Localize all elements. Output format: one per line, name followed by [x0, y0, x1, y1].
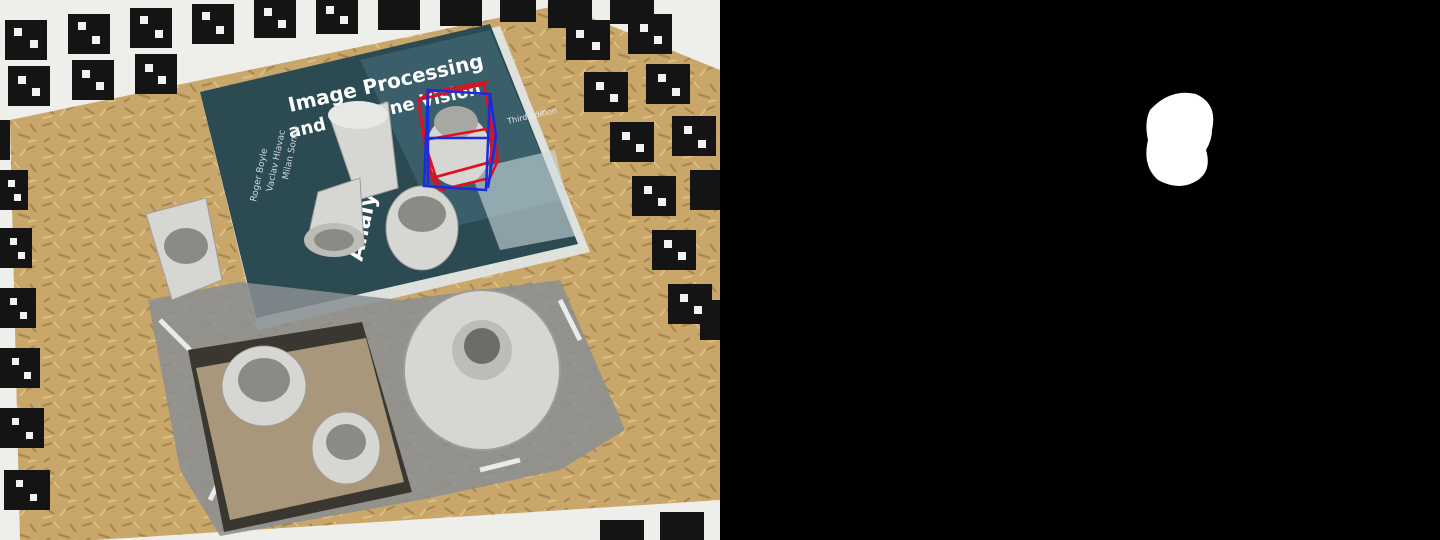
pose-box-ground-truth: [422, 88, 498, 192]
segmentation-mask: [720, 0, 1440, 540]
lamp-socket-parts: [145, 101, 561, 485]
camera-image: Image Processing and Machine Vision Anal…: [0, 0, 720, 540]
mask-blob: [1146, 92, 1214, 186]
marker-strip-left: [0, 120, 50, 510]
marker-strip-top: [5, 0, 536, 106]
marker-strip-right: [548, 0, 720, 340]
